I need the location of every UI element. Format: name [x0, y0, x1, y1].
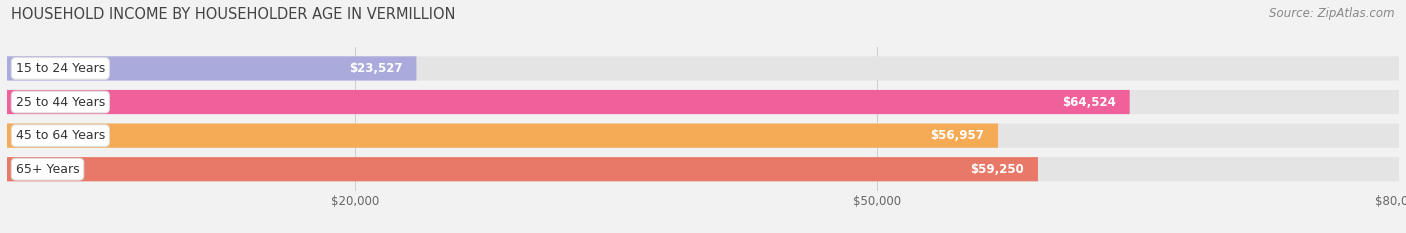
Text: 25 to 44 Years: 25 to 44 Years	[15, 96, 105, 109]
FancyBboxPatch shape	[7, 56, 416, 81]
Text: Source: ZipAtlas.com: Source: ZipAtlas.com	[1270, 7, 1395, 20]
FancyBboxPatch shape	[7, 123, 998, 148]
Text: $23,527: $23,527	[349, 62, 402, 75]
Text: HOUSEHOLD INCOME BY HOUSEHOLDER AGE IN VERMILLION: HOUSEHOLD INCOME BY HOUSEHOLDER AGE IN V…	[11, 7, 456, 22]
Text: 15 to 24 Years: 15 to 24 Years	[15, 62, 105, 75]
Text: $59,250: $59,250	[970, 163, 1024, 176]
Text: $56,957: $56,957	[931, 129, 984, 142]
FancyBboxPatch shape	[7, 123, 1399, 148]
Text: 45 to 64 Years: 45 to 64 Years	[15, 129, 105, 142]
FancyBboxPatch shape	[7, 90, 1399, 114]
Text: $64,524: $64,524	[1062, 96, 1116, 109]
FancyBboxPatch shape	[7, 90, 1129, 114]
FancyBboxPatch shape	[7, 56, 1399, 81]
Text: 65+ Years: 65+ Years	[15, 163, 79, 176]
FancyBboxPatch shape	[7, 157, 1038, 181]
FancyBboxPatch shape	[7, 157, 1399, 181]
